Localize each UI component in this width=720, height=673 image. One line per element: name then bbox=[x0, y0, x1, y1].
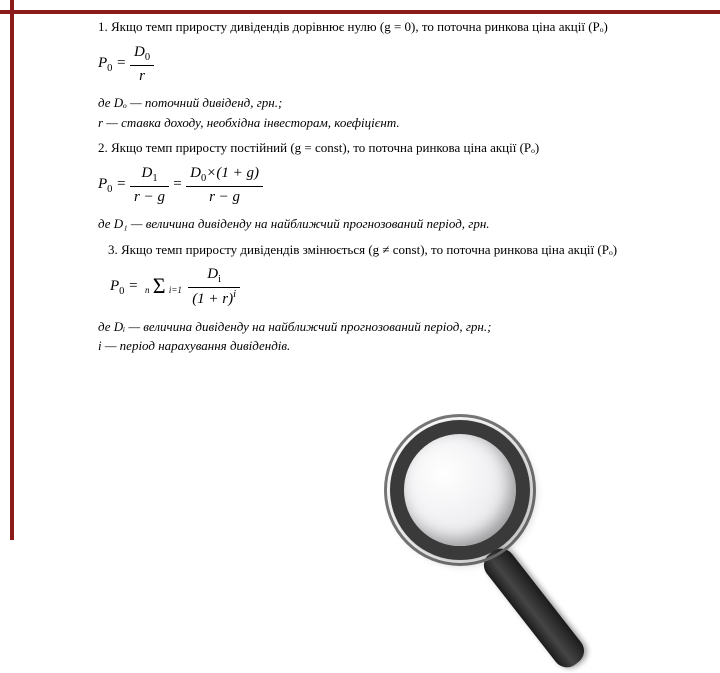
sum-bot: i=1 bbox=[169, 285, 182, 295]
f2-t1-den: r − g bbox=[130, 187, 169, 207]
definitions-1: де Dₒ — поточний дивіденд, грн.; r — ста… bbox=[70, 94, 660, 131]
f1-num: D bbox=[134, 44, 145, 60]
f1-lhs: P bbox=[98, 55, 107, 71]
def-3a: де Dᵢ — величина дивіденду на найближчий… bbox=[98, 318, 660, 336]
f2-lhs-sub: 0 bbox=[107, 184, 112, 195]
magnifier-handle bbox=[478, 543, 589, 673]
magnifier-decoration bbox=[390, 420, 590, 620]
f3-num: D bbox=[207, 266, 218, 282]
top-border bbox=[0, 10, 720, 14]
f2-lhs: P bbox=[98, 176, 107, 192]
formula-2: P0 = D1 r − g = D0×(1 + g) r − g bbox=[98, 163, 660, 207]
f3-lhs-sub: 0 bbox=[119, 286, 124, 297]
paragraph-3: 3. Якщо темп приросту дивідендів змінюєт… bbox=[80, 241, 660, 259]
def-1b: r — ставка доходу, необхідна інвесторам,… bbox=[98, 114, 660, 132]
magnifier-lens bbox=[390, 420, 530, 560]
f3-den-a: (1 + r) bbox=[192, 291, 233, 307]
left-border bbox=[10, 0, 14, 540]
summation-symbol: n Σ i=1 bbox=[145, 277, 182, 298]
def-3b: і — період нарахування дивідендів. bbox=[98, 337, 660, 355]
f1-num-sub: 0 bbox=[145, 52, 150, 63]
def-1a: де Dₒ — поточний дивіденд, грн.; bbox=[98, 94, 660, 112]
f2-t1-num-sub: 1 bbox=[152, 173, 157, 184]
f1-den: r bbox=[130, 66, 154, 86]
formula-3: P0 = n Σ i=1 Di (1 + r)i bbox=[110, 264, 660, 309]
document-page: 1. Якщо темп приросту дивідендів дорівню… bbox=[0, 0, 720, 381]
f2-t2-num-b: ×(1 + g) bbox=[206, 165, 259, 181]
definitions-3: де Dᵢ — величина дивіденду на найближчий… bbox=[70, 318, 660, 355]
definitions-2: де D₁ — величина дивіденду на найближчий… bbox=[70, 215, 660, 233]
formula-1: P0 = D0 r bbox=[98, 42, 660, 86]
f2-t1-num: D bbox=[141, 165, 152, 181]
def-2a: де D₁ — величина дивіденду на найближчий… bbox=[98, 215, 660, 233]
f3-den-sup: i bbox=[233, 289, 236, 300]
f3-lhs: P bbox=[110, 278, 119, 294]
f1-lhs-sub: 0 bbox=[107, 63, 112, 74]
f2-t2-num-a: D bbox=[190, 165, 201, 181]
sum-top: n bbox=[145, 285, 150, 295]
f3-num-sub: i bbox=[218, 274, 221, 285]
paragraph-2: 2. Якщо темп приросту постійний (g = con… bbox=[70, 139, 660, 157]
paragraph-1: 1. Якщо темп приросту дивідендів дорівню… bbox=[70, 18, 660, 36]
f2-t2-den: r − g bbox=[186, 187, 263, 207]
